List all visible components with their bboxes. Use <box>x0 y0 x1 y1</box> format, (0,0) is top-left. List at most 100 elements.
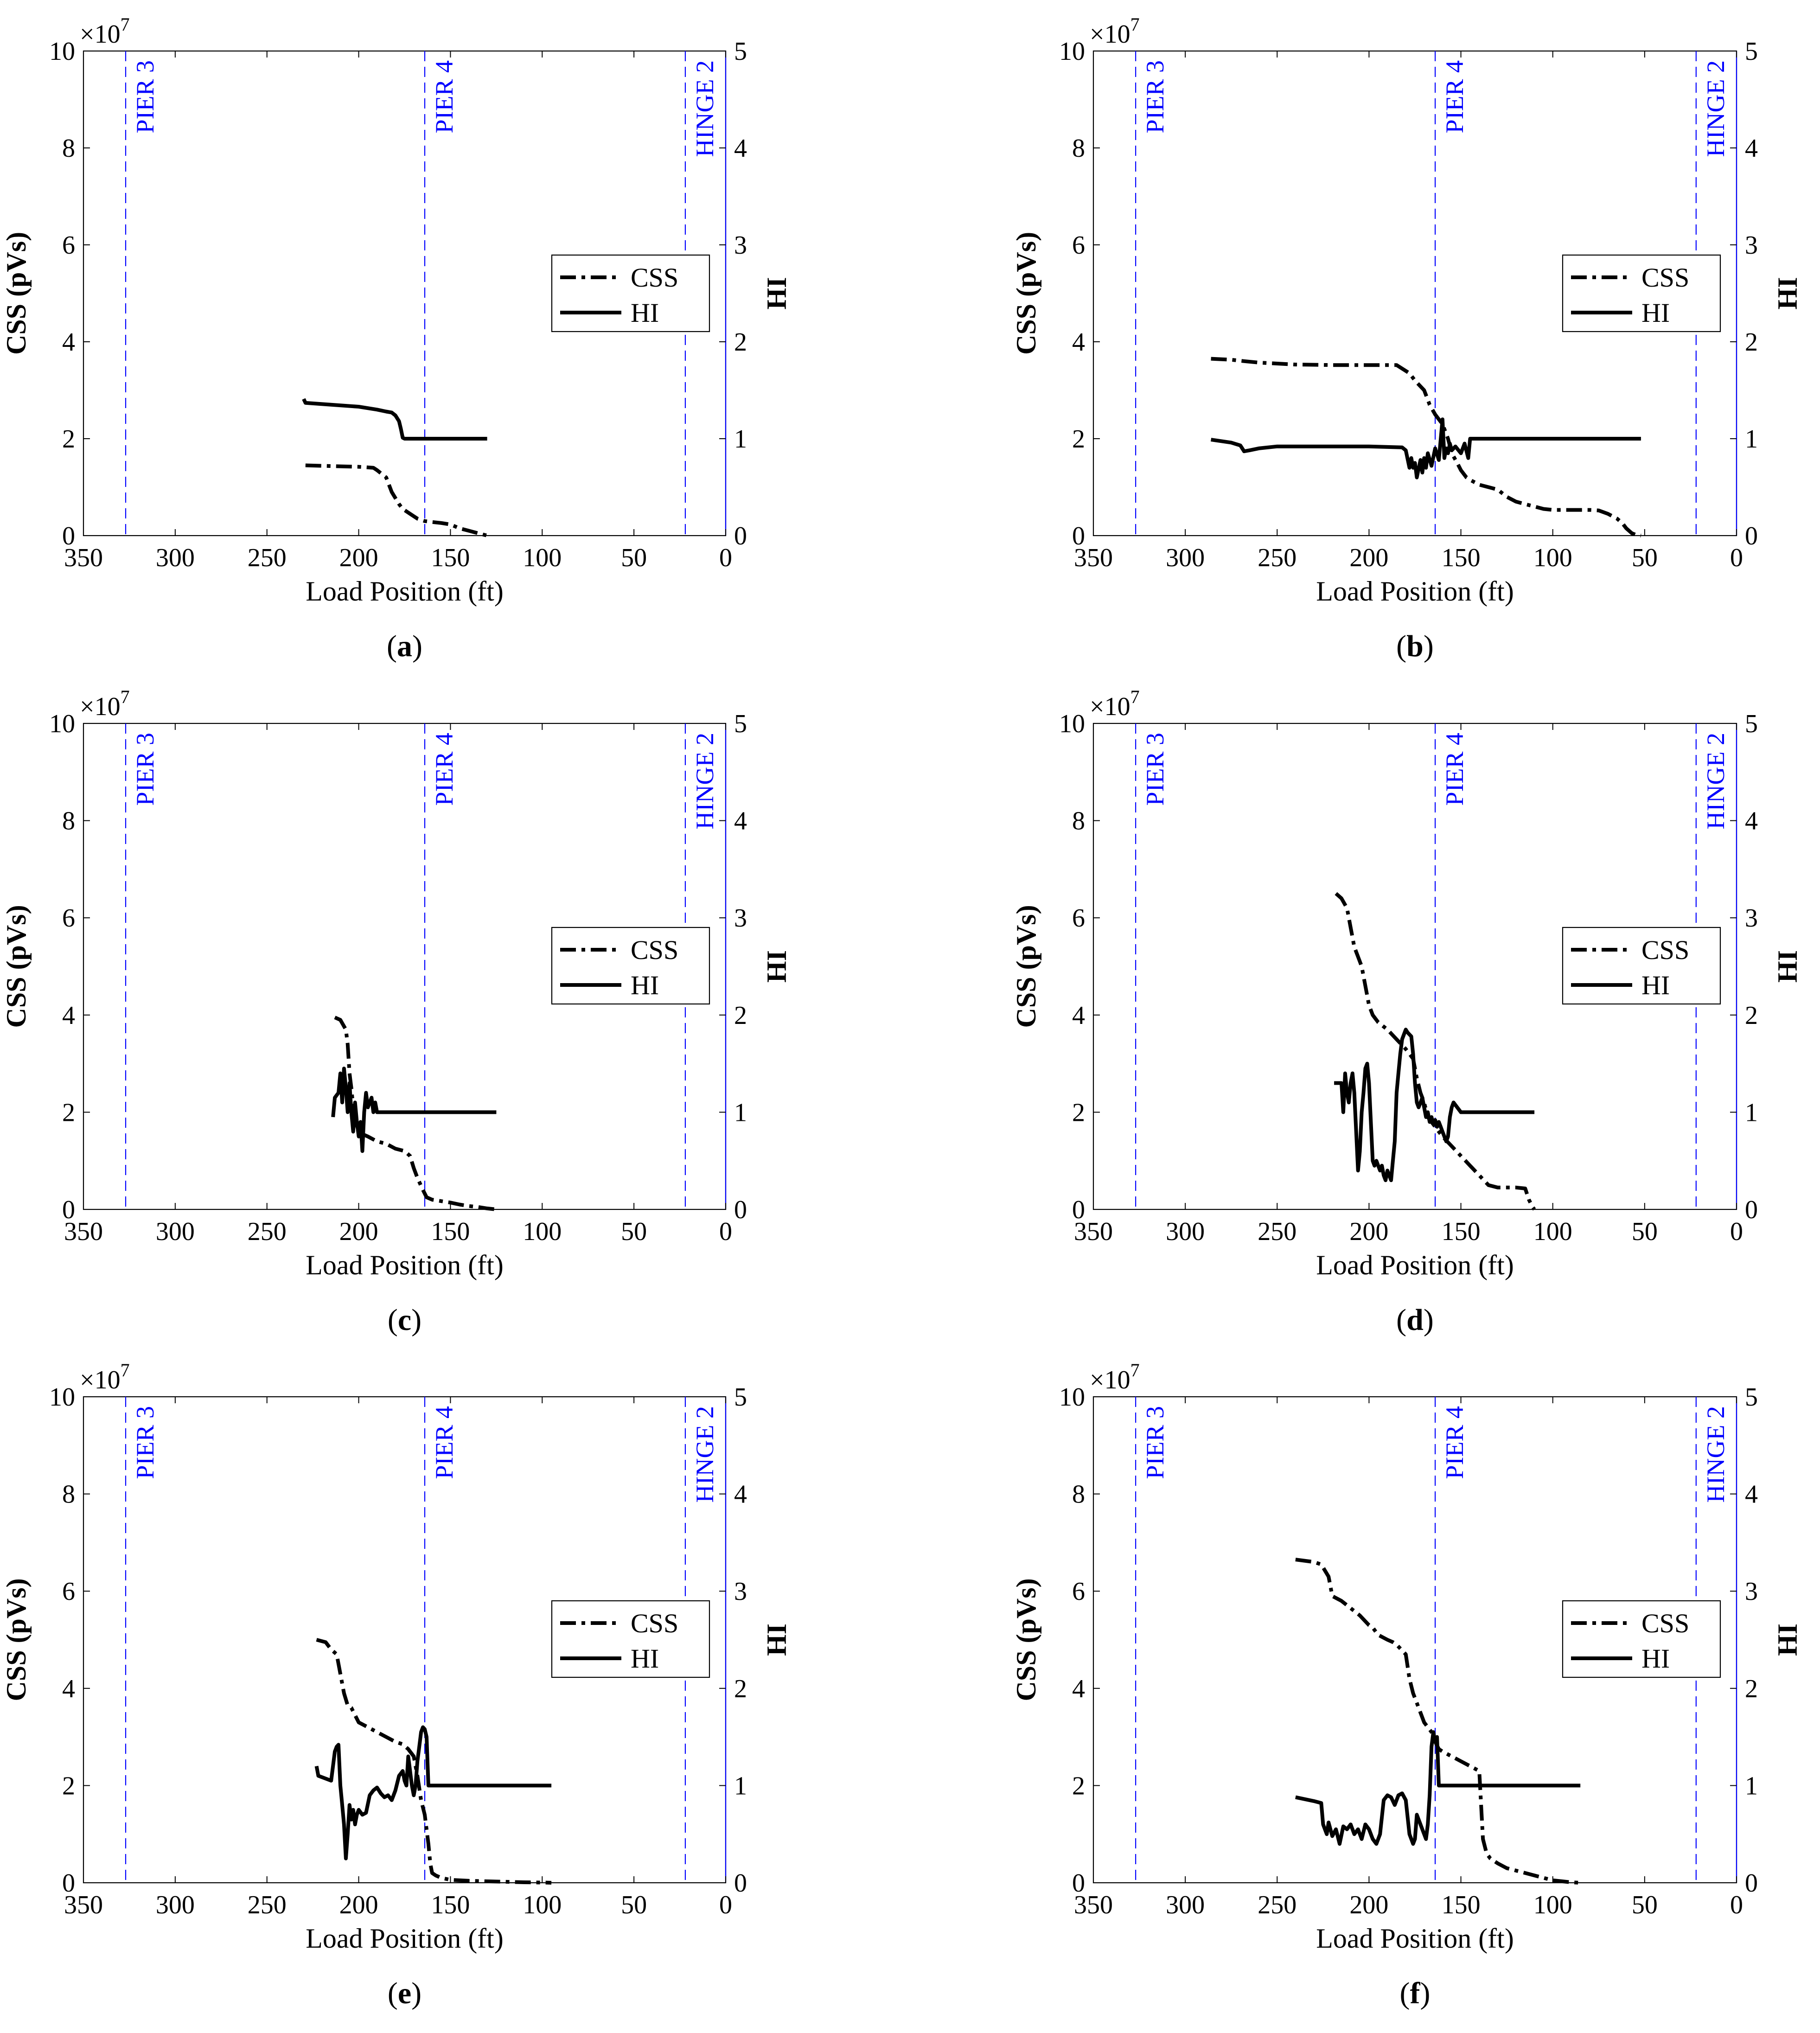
panel-caption: (b) <box>1396 629 1434 663</box>
y2-tick-label: 3 <box>1745 904 1758 933</box>
series-line-css <box>334 1016 497 1211</box>
x-tick-label: 250 <box>248 1891 287 1919</box>
y2-tick-label: 4 <box>734 1480 747 1509</box>
y-tick-label: 0 <box>1072 522 1085 550</box>
marker-label: PIER 3 <box>1141 60 1169 134</box>
y2-tick-label: 5 <box>1745 1383 1758 1412</box>
x-tick-label: 250 <box>1258 1217 1296 1246</box>
x-tick-label: 300 <box>156 543 195 572</box>
x-tick-label: 300 <box>1166 1891 1205 1919</box>
y-multiplier-label: ×107 <box>1090 14 1140 49</box>
chart-panel-d: 350 300 250 200 150 100 50 00246810012345×107Lo… <box>1011 686 1803 1337</box>
marker-label: PIER 4 <box>430 733 458 806</box>
x-tick-label: 50 <box>621 543 647 572</box>
y2-tick-label: 5 <box>734 1383 747 1412</box>
legend-box <box>551 927 710 1005</box>
series-line-hi <box>1211 417 1641 479</box>
y-tick-label: 8 <box>1072 807 1085 836</box>
y-tick-label: 4 <box>62 1675 75 1703</box>
x-tick-label: 0 <box>1730 1891 1743 1919</box>
y-tick-label: 10 <box>49 1383 75 1412</box>
x-tick-label: 100 <box>1533 543 1572 572</box>
y-tick-label: 10 <box>1059 37 1085 66</box>
y2-tick-label: 0 <box>1745 1869 1758 1898</box>
x-tick-label: 0 <box>1730 543 1743 572</box>
x-tick-label: 350 <box>1074 1891 1113 1919</box>
y-tick-label: 8 <box>62 1480 75 1509</box>
y-tick-label: 8 <box>62 134 75 163</box>
x-tick-label: 100 <box>523 543 562 572</box>
y2-tick-label: 1 <box>734 425 747 454</box>
marker-label: PIER 3 <box>131 60 159 134</box>
chart-panel-a: 350 300 250 200 150 100 50 00246810012345×107Lo… <box>1 14 792 663</box>
y-tick-label: 10 <box>49 37 75 66</box>
y-tick-label: 6 <box>1072 1577 1085 1606</box>
y2-axis-label: HI <box>1772 950 1803 983</box>
y2-axis-label: HI <box>1772 1624 1803 1656</box>
y2-tick-label: 3 <box>734 904 747 933</box>
legend-box <box>1562 254 1721 332</box>
marker-label: HINGE 2 <box>691 733 719 829</box>
y2-tick-label: 0 <box>734 522 747 550</box>
x-axis-label: Load Position (ft) <box>1316 1923 1514 1954</box>
panel-caption: (a) <box>387 629 422 663</box>
y-axis-label: CSS (pVs) <box>1 1578 32 1701</box>
y-multiplier-label: ×107 <box>1090 686 1140 721</box>
y2-tick-label: 0 <box>1745 522 1758 550</box>
y2-tick-label: 2 <box>734 1675 747 1703</box>
y-multiplier-label: ×107 <box>80 1360 130 1394</box>
x-tick-label: 250 <box>1258 543 1296 572</box>
y2-tick-label: 1 <box>1745 1771 1758 1800</box>
y-tick-label: 0 <box>1072 1196 1085 1224</box>
y2-tick-label: 2 <box>734 328 747 357</box>
x-tick-label: 100 <box>523 1891 562 1919</box>
y2-tick-label: 3 <box>1745 1577 1758 1606</box>
marker-label: PIER 3 <box>1141 733 1169 806</box>
legend-box <box>1562 927 1721 1005</box>
x-tick-label: 0 <box>719 1217 732 1246</box>
y2-tick-label: 1 <box>1745 1098 1758 1127</box>
x-tick-label: 50 <box>621 1217 647 1246</box>
x-tick-label: 200 <box>339 1217 378 1246</box>
x-tick-label: 150 <box>431 543 470 572</box>
legend-label: HI <box>631 298 659 328</box>
y2-tick-label: 5 <box>1745 710 1758 738</box>
y-tick-label: 8 <box>62 807 75 836</box>
legend-label: CSS <box>1641 1608 1689 1638</box>
panel-caption: (f) <box>1400 1976 1430 2010</box>
x-tick-label: 350 <box>1074 1217 1113 1246</box>
x-tick-label: 300 <box>156 1891 195 1919</box>
legend-box <box>1562 1600 1721 1678</box>
y-tick-label: 0 <box>62 1869 75 1898</box>
x-tick-label: 100 <box>1533 1891 1572 1919</box>
y2-tick-label: 1 <box>734 1771 747 1800</box>
series-line-css <box>1211 357 1641 537</box>
y-axis-label: CSS (pVs) <box>1011 232 1041 355</box>
y-tick-label: 2 <box>62 1771 75 1800</box>
x-tick-label: 50 <box>1632 1217 1658 1246</box>
y2-axis-label: HI <box>761 277 792 309</box>
y-tick-label: 6 <box>62 231 75 260</box>
y2-tick-label: 2 <box>1745 1675 1758 1703</box>
marker-label: HINGE 2 <box>1702 60 1730 157</box>
x-tick-label: 50 <box>621 1891 647 1919</box>
marker-label: PIER 4 <box>430 1406 458 1479</box>
y-tick-label: 6 <box>62 1577 75 1606</box>
x-tick-label: 200 <box>1349 1217 1388 1246</box>
series-line-hi <box>314 1725 552 1860</box>
marker-label: PIER 4 <box>1441 733 1469 806</box>
marker-label: HINGE 2 <box>691 1406 719 1502</box>
y-tick-label: 2 <box>1072 1098 1085 1127</box>
y2-tick-label: 5 <box>1745 37 1758 66</box>
x-tick-label: 200 <box>339 543 378 572</box>
y-tick-label: 4 <box>1072 328 1085 357</box>
y2-tick-label: 0 <box>734 1869 747 1898</box>
x-tick-label: 150 <box>1442 543 1481 572</box>
x-tick-label: 100 <box>1533 1217 1572 1246</box>
legend-label: CSS <box>631 1608 678 1638</box>
y-tick-label: 2 <box>1072 425 1085 454</box>
y-tick-label: 4 <box>1072 1001 1085 1030</box>
y-tick-label: 10 <box>49 710 75 738</box>
x-tick-label: 150 <box>1442 1217 1481 1246</box>
